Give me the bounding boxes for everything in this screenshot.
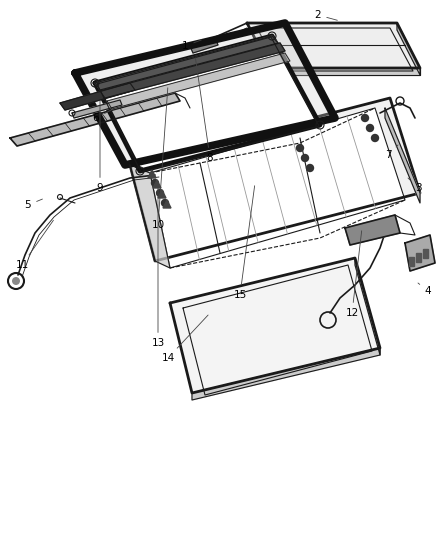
Polygon shape	[100, 43, 284, 98]
Polygon shape	[344, 215, 399, 245]
Text: 7: 7	[384, 145, 397, 160]
Bar	[415, 253, 420, 262]
Text: 8: 8	[195, 58, 213, 163]
Circle shape	[296, 144, 303, 151]
Polygon shape	[170, 258, 379, 393]
Polygon shape	[95, 36, 277, 90]
Text: 1: 1	[181, 40, 201, 51]
Bar	[408, 257, 413, 266]
Polygon shape	[130, 165, 170, 268]
Polygon shape	[10, 93, 180, 146]
Polygon shape	[247, 23, 419, 68]
Polygon shape	[130, 98, 419, 261]
Text: 12: 12	[345, 231, 361, 318]
Polygon shape	[148, 170, 155, 178]
Polygon shape	[75, 23, 334, 165]
Polygon shape	[269, 68, 419, 75]
Circle shape	[360, 115, 367, 122]
Polygon shape	[158, 190, 166, 198]
Text: 14: 14	[161, 315, 208, 363]
Bar	[422, 249, 427, 258]
Polygon shape	[384, 108, 419, 203]
Polygon shape	[191, 348, 379, 400]
Text: 3: 3	[407, 178, 420, 193]
Text: 11: 11	[15, 220, 53, 270]
Text: 15: 15	[233, 186, 254, 300]
Text: 6: 6	[92, 109, 112, 123]
Circle shape	[151, 180, 158, 187]
Circle shape	[12, 277, 20, 285]
Polygon shape	[97, 37, 318, 172]
Polygon shape	[107, 53, 290, 109]
Polygon shape	[150, 108, 404, 268]
Circle shape	[306, 165, 313, 172]
Polygon shape	[60, 83, 135, 110]
Polygon shape	[72, 100, 122, 118]
Text: 5: 5	[25, 199, 42, 210]
Circle shape	[161, 199, 168, 206]
Polygon shape	[190, 38, 218, 53]
Text: 10: 10	[151, 88, 167, 230]
Polygon shape	[162, 200, 171, 208]
Text: 4: 4	[417, 283, 430, 296]
Polygon shape	[354, 258, 379, 355]
Text: 13: 13	[151, 188, 164, 348]
Polygon shape	[396, 23, 419, 75]
Polygon shape	[153, 180, 161, 188]
Circle shape	[371, 134, 378, 141]
Circle shape	[301, 155, 308, 161]
Text: 2: 2	[314, 10, 336, 20]
Polygon shape	[404, 235, 434, 271]
Circle shape	[366, 125, 373, 132]
Circle shape	[156, 190, 163, 197]
Text: 9: 9	[96, 101, 103, 193]
